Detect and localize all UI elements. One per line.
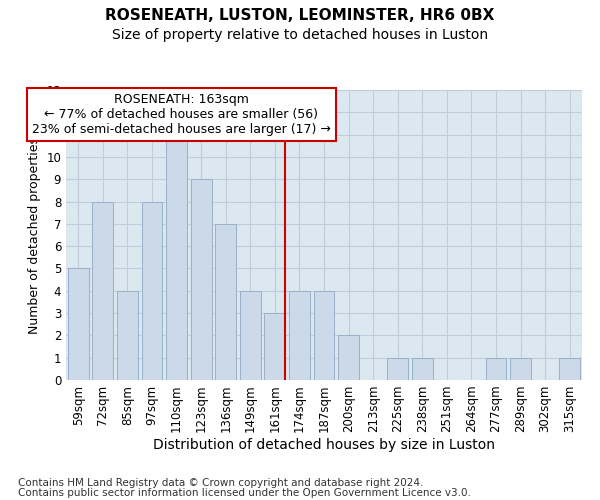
Bar [559,358,580,380]
Bar [240,291,261,380]
Bar [92,202,113,380]
Bar [314,291,334,380]
Text: Contains public sector information licensed under the Open Government Licence v3: Contains public sector information licen… [18,488,471,498]
Bar [265,313,286,380]
Bar [142,202,163,380]
Bar [68,268,89,380]
Bar [338,336,359,380]
Bar [117,291,138,380]
Y-axis label: Number of detached properties: Number of detached properties [28,136,41,334]
Bar [191,179,212,380]
Bar [166,134,187,380]
Text: Contains HM Land Registry data © Crown copyright and database right 2024.: Contains HM Land Registry data © Crown c… [18,478,424,488]
Bar [510,358,531,380]
Bar [485,358,506,380]
Bar [412,358,433,380]
Text: Size of property relative to detached houses in Luston: Size of property relative to detached ho… [112,28,488,42]
Bar [387,358,408,380]
Text: ROSENEATH, LUSTON, LEOMINSTER, HR6 0BX: ROSENEATH, LUSTON, LEOMINSTER, HR6 0BX [106,8,494,22]
Bar [215,224,236,380]
Text: ROSENEATH: 163sqm
← 77% of detached houses are smaller (56)
23% of semi-detached: ROSENEATH: 163sqm ← 77% of detached hous… [32,94,331,136]
X-axis label: Distribution of detached houses by size in Luston: Distribution of detached houses by size … [153,438,495,452]
Bar [289,291,310,380]
